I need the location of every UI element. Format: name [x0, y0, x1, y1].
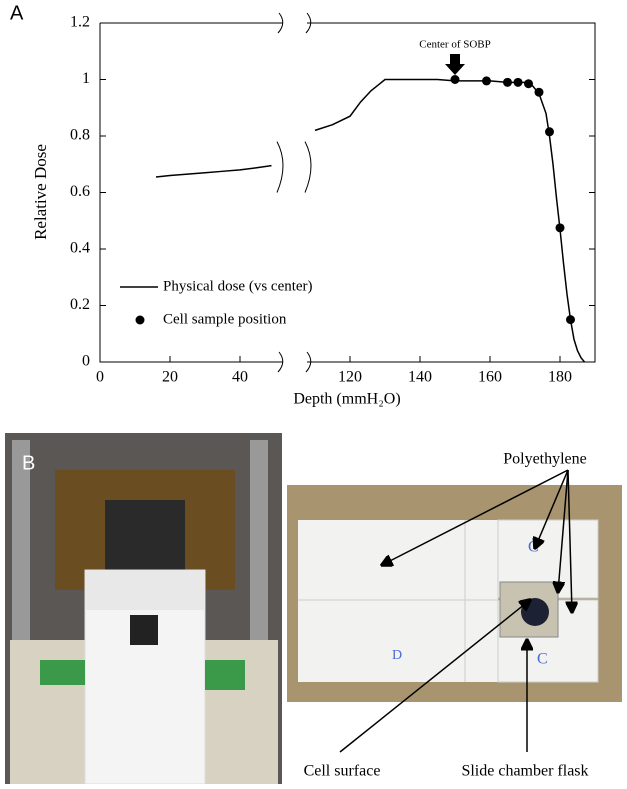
photo-label: Polyethylene — [503, 451, 587, 468]
x-tick-label: 160 — [478, 369, 502, 386]
y-tick-label: 0.8 — [70, 127, 90, 144]
curve-break — [276, 141, 284, 193]
x-tick-label: 20 — [162, 369, 178, 386]
svg-text:D: D — [392, 648, 402, 663]
svg-text:C: C — [537, 651, 548, 668]
sample-point — [566, 315, 575, 325]
x-tick-label: 180 — [548, 369, 572, 386]
legend-marker — [135, 315, 145, 325]
x-tick-label: 120 — [338, 369, 362, 386]
sample-point — [545, 127, 554, 137]
photo-label: Cell surface — [304, 763, 381, 780]
sample-point — [450, 75, 460, 84]
y-tick-label: 1.2 — [70, 14, 90, 31]
y-axis-label: Relative Dose — [31, 144, 50, 240]
sample-point — [482, 76, 491, 86]
sample-point — [513, 77, 523, 87]
axis-break — [305, 351, 312, 373]
y-tick-label: 0 — [82, 353, 90, 370]
x-tick-label: 40 — [232, 369, 248, 386]
x-tick-label: 0 — [96, 369, 104, 386]
axis-break — [277, 351, 284, 373]
legend-label: Physical dose (vs center) — [163, 278, 313, 294]
panel-label: B — [22, 452, 35, 474]
curve-break — [304, 141, 312, 193]
y-tick-label: 0.6 — [70, 183, 90, 200]
sample-point — [534, 87, 544, 97]
sample-point — [555, 223, 565, 233]
x-tick-label: 140 — [408, 369, 432, 386]
sample-point — [503, 77, 512, 87]
y-tick-label: 0.2 — [70, 296, 90, 313]
x-axis-label: Depth (mmH₂O) — [293, 391, 400, 408]
y-tick-label: 0.4 — [70, 240, 90, 257]
legend-label: Cell sample position — [163, 311, 287, 327]
photo-label: Slide chamber flask — [461, 763, 588, 780]
y-tick-label: 1 — [82, 70, 90, 87]
axis-break — [305, 12, 312, 34]
photo-setup — [5, 433, 282, 785]
axis-break — [277, 12, 284, 34]
annotation-arrow — [445, 54, 465, 75]
annotation: Center of SOBP — [419, 39, 491, 51]
panel-label: A — [10, 2, 24, 24]
sample-point — [524, 79, 533, 89]
arrows — [339, 469, 572, 753]
